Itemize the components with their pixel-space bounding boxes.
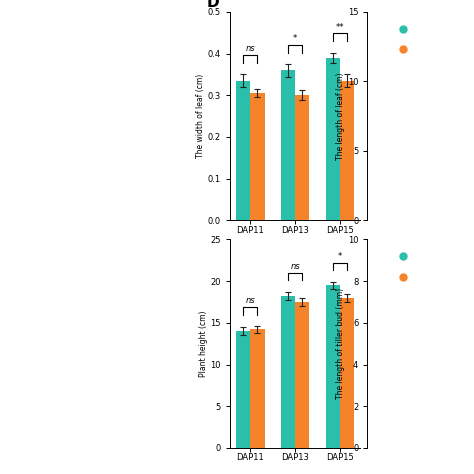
Y-axis label: The length of leaf (cm): The length of leaf (cm) <box>336 73 345 160</box>
Y-axis label: The width of leaf (cm): The width of leaf (cm) <box>196 74 205 158</box>
Bar <box>236 331 250 448</box>
Bar <box>295 95 310 220</box>
Text: *: * <box>293 34 297 43</box>
Text: **: ** <box>336 23 344 32</box>
Text: *: * <box>338 252 342 261</box>
Bar <box>281 296 295 448</box>
Text: DAP15: DAP15 <box>154 452 184 461</box>
Bar <box>340 81 354 220</box>
Bar <box>236 81 250 220</box>
Text: ns: ns <box>246 296 255 305</box>
Text: ns: ns <box>246 45 255 54</box>
Bar <box>250 329 264 448</box>
Bar <box>340 298 354 448</box>
Text: ns: ns <box>290 262 300 271</box>
Y-axis label: Plant height (cm): Plant height (cm) <box>199 310 208 377</box>
Text: D: D <box>206 0 219 10</box>
Bar <box>281 70 295 220</box>
Text: DAP13: DAP13 <box>48 452 78 461</box>
Bar <box>250 93 264 220</box>
Bar <box>326 58 340 220</box>
Bar <box>326 285 340 448</box>
Bar <box>295 302 310 448</box>
Y-axis label: The length of tiller bud (mm): The length of tiller bud (mm) <box>336 288 345 399</box>
